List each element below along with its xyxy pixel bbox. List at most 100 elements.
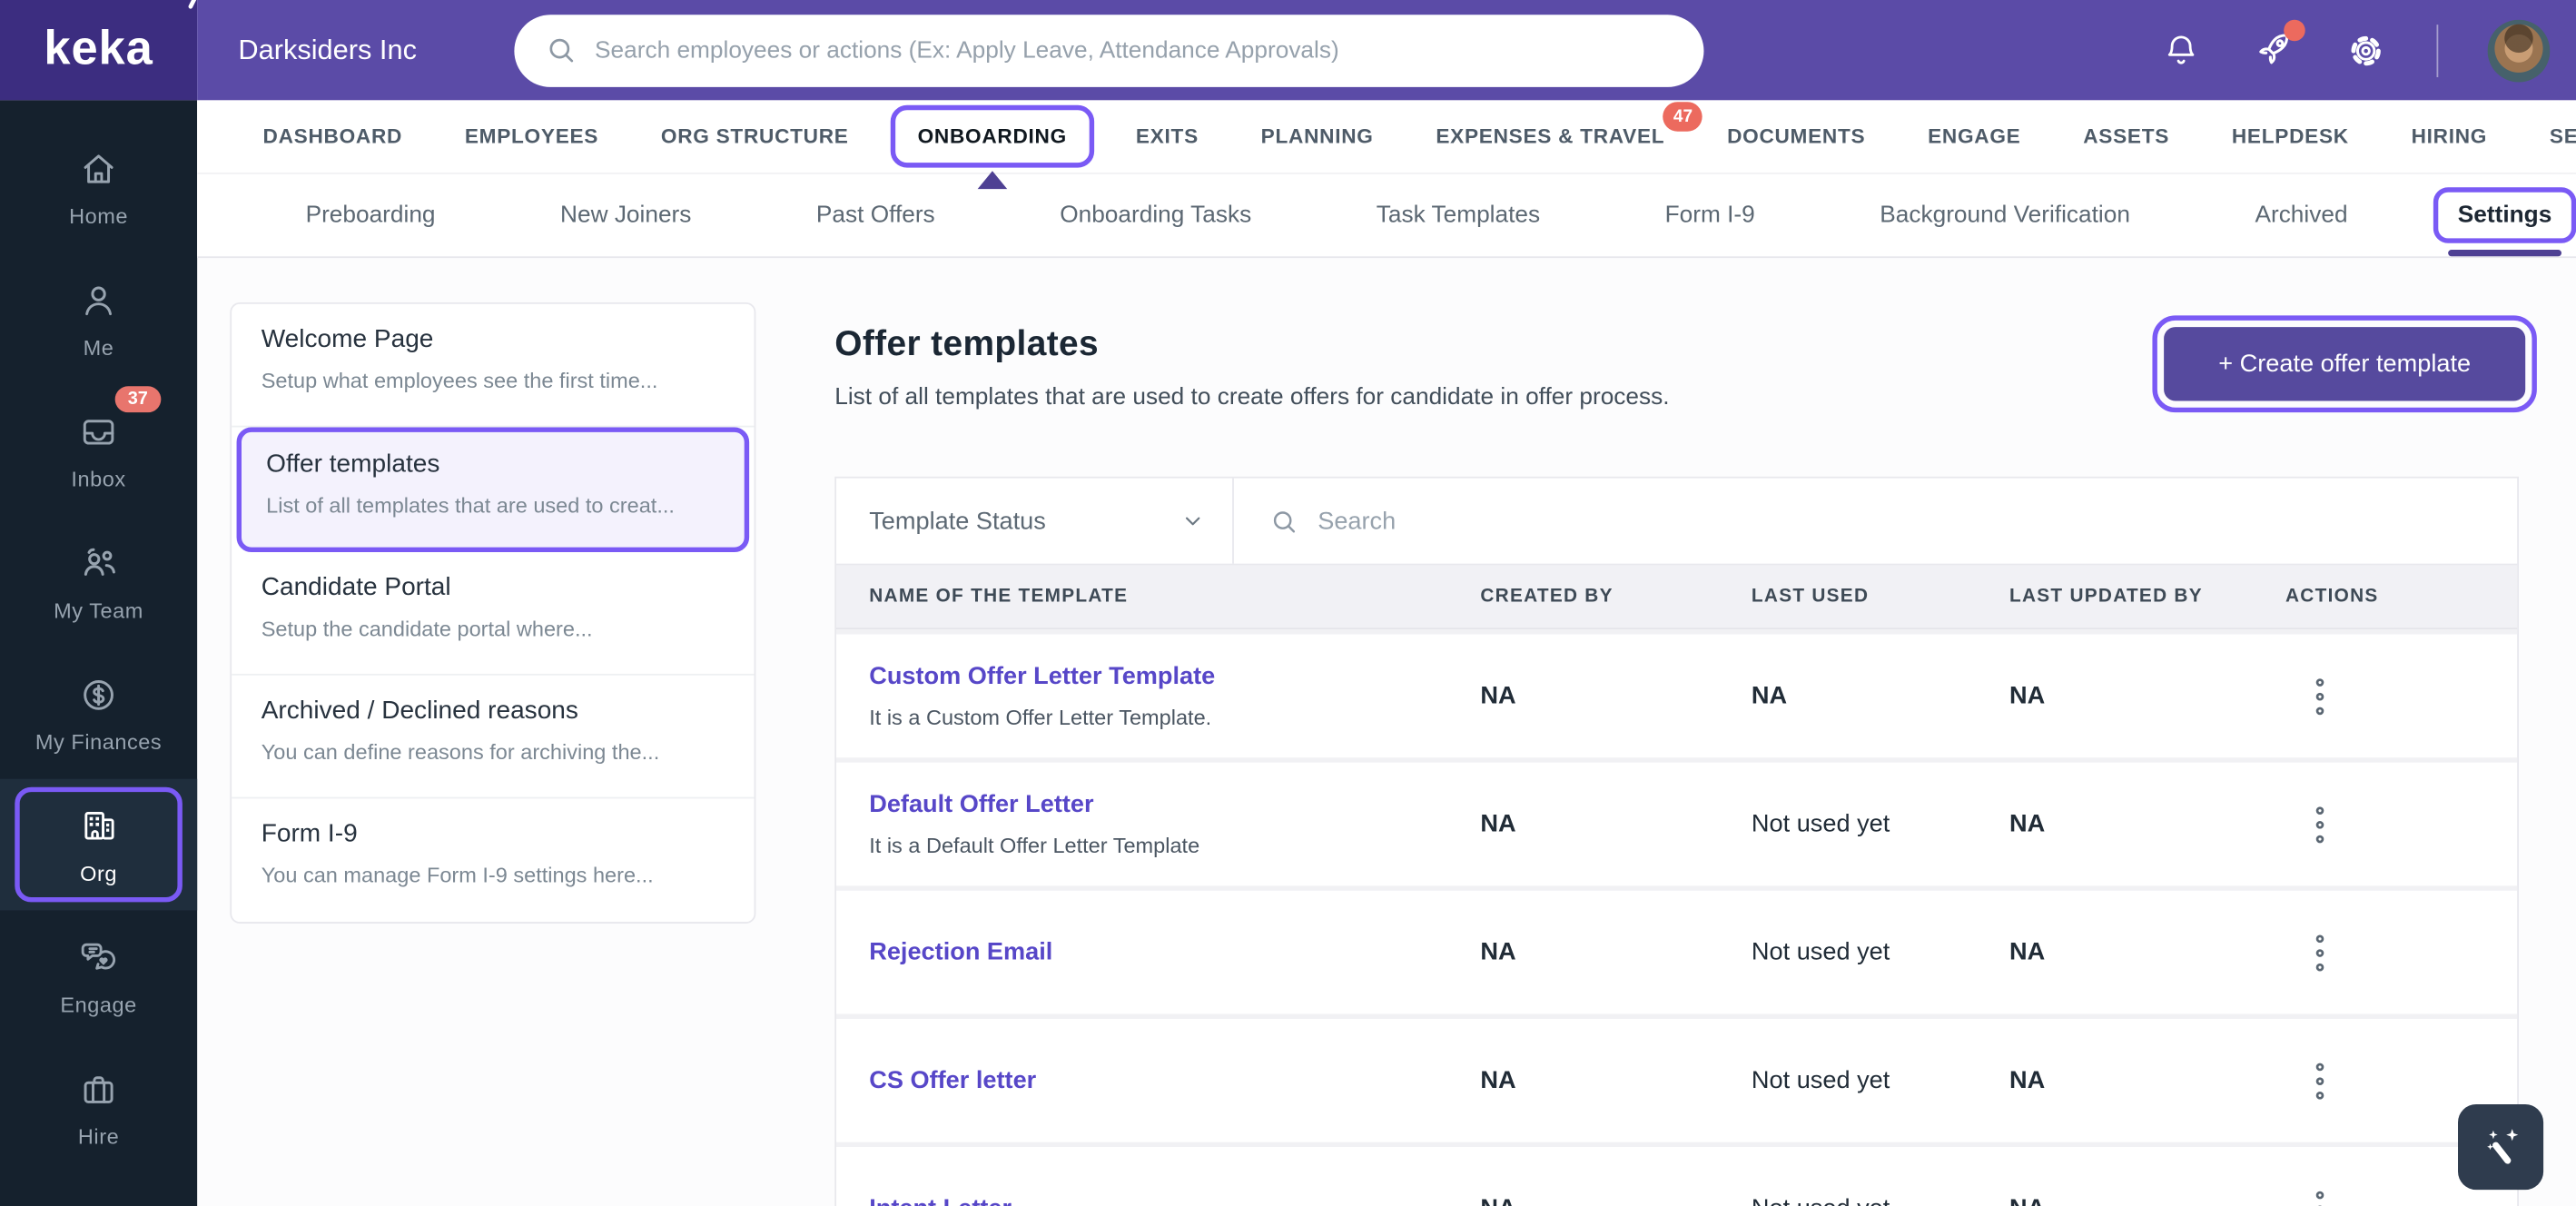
sidebar-item-hire[interactable]: Hire (0, 1042, 197, 1173)
template-link[interactable]: Rejection Email (869, 938, 1053, 966)
tab-onboarding[interactable]: ONBOARDING (889, 104, 1095, 168)
tab-expenses-travel[interactable]: EXPENSES & TRAVEL 47 (1405, 102, 1703, 148)
row-actions-menu-button[interactable] (2298, 924, 2341, 981)
bell-icon (2167, 35, 2195, 64)
onboarding-subnav: Preboarding New Joiners Past Offers Onbo… (197, 173, 2576, 259)
settings-gear-button[interactable] (2344, 29, 2387, 72)
sidebar-item-home[interactable]: Home (0, 122, 197, 253)
last-updated-by-value: NA (2009, 938, 2046, 966)
settings-item-subtitle: Setup the candidate portal where... (261, 616, 593, 641)
tab-helpdesk[interactable]: HELPDESK (2231, 124, 2349, 148)
kebab-icon (2315, 1190, 2324, 1206)
settings-item-candidate-portal[interactable]: Candidate Portal Setup the candidate por… (232, 552, 755, 676)
subtab-task-templates[interactable]: Task Templates (1376, 202, 1541, 229)
subtab-background-verification[interactable]: Background Verification (1880, 202, 2130, 229)
template-status-value: Template Status (869, 507, 1046, 535)
sidebar-item-label: Hire (77, 1122, 120, 1148)
sidebar-item-label: My Team (54, 598, 143, 623)
sidebar-item-inbox[interactable]: 37 Inbox (0, 384, 197, 516)
table-search[interactable] (1234, 479, 2518, 564)
subtab-form-i9[interactable]: Form I-9 (1664, 202, 1755, 229)
settings-item-subtitle: List of all templates that are used to c… (266, 492, 675, 518)
row-actions-menu-button[interactable] (2298, 1181, 2341, 1206)
magic-assistant-fab[interactable] (2458, 1103, 2544, 1191)
template-link[interactable]: Default Offer Letter (869, 790, 1094, 819)
last-updated-by-value: NA (2009, 681, 2046, 710)
create-offer-template-button[interactable]: + Create offer template (2152, 315, 2537, 413)
tab-engage[interactable]: ENGAGE (1928, 124, 2021, 148)
table-row: Rejection Email NA Not used yet NA (836, 885, 2518, 1013)
tab-expenses-travel-label: EXPENSES & TRAVEL (1436, 124, 1665, 148)
tab-exits[interactable]: EXITS (1135, 124, 1199, 148)
gear-icon (2351, 35, 2381, 65)
sidebar-item-me[interactable]: Me (0, 253, 197, 385)
sidebar-item-engage[interactable]: Engage (0, 910, 197, 1042)
table-row: Intent Letter NA Not used yet NA (836, 1142, 2518, 1206)
settings-item-form-i9[interactable]: Form I-9 You can manage Form I-9 setting… (232, 798, 754, 922)
sidebar-item-org[interactable]: Org (0, 778, 198, 911)
row-actions-menu-button[interactable] (2298, 796, 2341, 853)
org-icon (84, 812, 114, 840)
engage-icon (80, 943, 115, 970)
created-by-value: NA (1480, 938, 1516, 966)
settings-item-subtitle: Setup what employees see the first time.… (261, 368, 658, 393)
user-avatar[interactable] (2487, 18, 2551, 82)
main-nav: DASHBOARD EMPLOYEES ORG STRUCTURE ONBOAR… (197, 100, 2576, 174)
template-link[interactable]: Intent Letter (869, 1195, 1480, 1206)
settings-item-archived-declined[interactable]: Archived / Declined reasons You can defi… (232, 676, 755, 799)
subtab-past-offers[interactable]: Past Offers (815, 202, 935, 229)
keka-logo[interactable]: keka (0, 0, 216, 101)
whats-new-button[interactable] (2251, 19, 2305, 73)
rocket-icon (2259, 34, 2289, 64)
sidebar-item-label: Inbox (71, 465, 126, 491)
sidebar-item-my-finances[interactable]: My Finances (0, 647, 197, 779)
tab-assets[interactable]: ASSETS (2083, 124, 2170, 148)
page-description: List of all templates that are used to c… (834, 384, 1670, 411)
tab-planning[interactable]: PLANNING (1260, 124, 1374, 148)
finances-icon (84, 679, 114, 709)
keka-wordmark: keka (44, 23, 153, 76)
subtab-archived[interactable]: Archived (2255, 202, 2348, 229)
notifications-button[interactable] (2160, 30, 2201, 71)
settings-item-welcome-page[interactable]: Welcome Page Setup what employees see th… (232, 304, 755, 428)
template-description: It is a Custom Offer Letter Template. (869, 705, 1212, 730)
template-description: It is a Default Offer Letter Template (869, 833, 1200, 858)
onboarding-settings-list: Welcome Page Setup what employees see th… (230, 302, 756, 924)
row-actions-menu-button[interactable] (2298, 1053, 2341, 1109)
global-search[interactable] (514, 14, 1704, 86)
created-by-value: NA (1480, 681, 1516, 710)
tab-dashboard[interactable]: DASHBOARD (262, 124, 403, 148)
created-by-value: NA (1480, 1066, 1516, 1095)
template-link[interactable]: Custom Offer Letter Template (869, 662, 1216, 690)
kebab-icon (2315, 934, 2324, 971)
tab-documents[interactable]: DOCUMENTS (1727, 124, 1866, 148)
tab-org-structure[interactable]: ORG STRUCTURE (660, 124, 849, 148)
top-bar: Darksiders Inc (197, 0, 2576, 101)
sidebar-item-label: My Finances (35, 728, 163, 754)
settings-item-offer-templates[interactable]: Offer templates List of all templates th… (236, 427, 750, 552)
sidebar-item-my-team[interactable]: My Team (0, 516, 197, 647)
subtab-preboarding[interactable]: Preboarding (305, 202, 436, 229)
subtab-settings[interactable]: Settings (2433, 187, 2576, 257)
row-actions-menu-button[interactable] (2298, 668, 2341, 725)
created-by-value: NA (1480, 1195, 1752, 1206)
template-status-select[interactable]: Template Status (836, 478, 1234, 564)
subtab-new-joiners[interactable]: New Joiners (560, 202, 692, 229)
settings-item-subtitle: You can define reasons for archiving the… (261, 739, 660, 765)
content-area: Welcome Page Setup what employees see th… (197, 258, 2576, 1206)
search-icon (549, 38, 574, 63)
tab-settings[interactable]: SETTINGS (2549, 124, 2576, 148)
table-row: Default Offer Letter It is a Default Off… (836, 757, 2518, 885)
tab-employees[interactable]: EMPLOYEES (464, 124, 599, 148)
inbox-icon (83, 419, 114, 444)
template-link[interactable]: CS Offer letter (869, 1066, 1037, 1095)
col-name: NAME OF THE TEMPLATE (869, 586, 1129, 607)
settings-item-title: Form I-9 (261, 819, 358, 848)
subtab-onboarding-tasks[interactable]: Onboarding Tasks (1060, 202, 1252, 229)
global-search-input[interactable] (595, 36, 1674, 64)
tab-hiring[interactable]: HIRING (2411, 124, 2488, 148)
sidebar-item-label: Me (83, 334, 114, 360)
kebab-icon (2315, 677, 2324, 715)
table-search-input[interactable] (1318, 507, 2518, 535)
